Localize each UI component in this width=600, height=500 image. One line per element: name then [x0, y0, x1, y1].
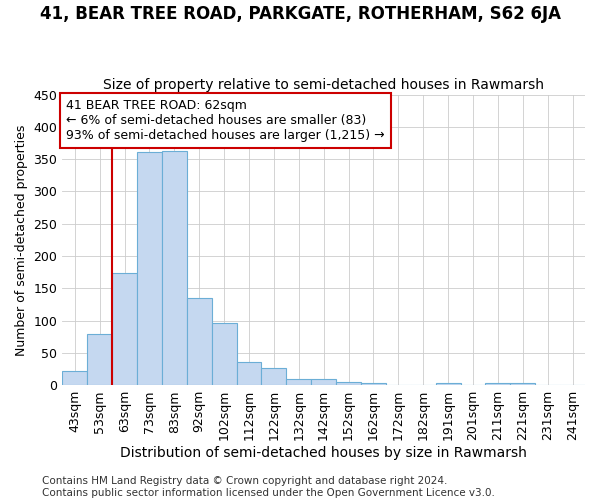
Text: 41, BEAR TREE ROAD, PARKGATE, ROTHERHAM, S62 6JA: 41, BEAR TREE ROAD, PARKGATE, ROTHERHAM,…: [40, 5, 560, 23]
Bar: [62, 371, 87, 385]
Bar: [336, 382, 361, 385]
Bar: [286, 378, 311, 385]
Bar: [212, 322, 236, 385]
Bar: [511, 382, 535, 385]
Y-axis label: Number of semi-detached properties: Number of semi-detached properties: [15, 124, 28, 356]
Title: Size of property relative to semi-detached houses in Rawmarsh: Size of property relative to semi-detach…: [103, 78, 544, 92]
Bar: [187, 298, 212, 385]
Bar: [236, 362, 262, 385]
Bar: [137, 152, 162, 385]
Text: 41 BEAR TREE ROAD: 62sqm
← 6% of semi-detached houses are smaller (83)
93% of se: 41 BEAR TREE ROAD: 62sqm ← 6% of semi-de…: [66, 99, 385, 142]
Bar: [361, 382, 386, 385]
Bar: [262, 368, 286, 385]
Bar: [311, 380, 336, 385]
Bar: [436, 382, 461, 385]
Bar: [162, 152, 187, 385]
X-axis label: Distribution of semi-detached houses by size in Rawmarsh: Distribution of semi-detached houses by …: [120, 446, 527, 460]
Bar: [87, 334, 112, 385]
Bar: [485, 382, 511, 385]
Bar: [112, 273, 137, 385]
Text: Contains HM Land Registry data © Crown copyright and database right 2024.
Contai: Contains HM Land Registry data © Crown c…: [42, 476, 495, 498]
